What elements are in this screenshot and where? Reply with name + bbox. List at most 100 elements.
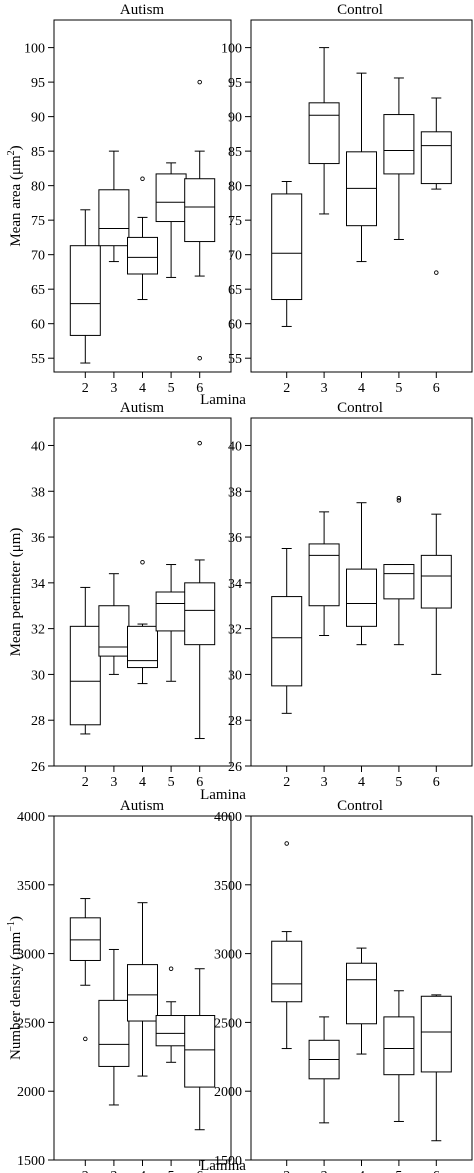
y-tick-label: 90 — [31, 111, 45, 126]
box-iqr — [271, 596, 303, 687]
x-tick-label: 2 — [82, 775, 89, 790]
x-tick-label: 2 — [283, 381, 290, 396]
box-4 — [127, 176, 158, 301]
box-iqr — [69, 917, 101, 961]
box-4 — [346, 72, 377, 263]
box-2 — [69, 586, 101, 735]
box-2 — [69, 898, 101, 1042]
y-tick-label: 2000 — [17, 1085, 45, 1100]
box-iqr — [184, 582, 216, 646]
box-iqr — [98, 189, 130, 247]
outlier-point — [396, 495, 402, 501]
outlier-point — [396, 498, 402, 503]
y-tick-label: 70 — [31, 249, 45, 264]
outlier-point — [140, 559, 145, 565]
y-tick-label: 75 — [228, 214, 242, 229]
box-2 — [69, 209, 101, 364]
y-tick-label: 80 — [31, 180, 45, 195]
y-tick-label: 38 — [228, 485, 242, 500]
box-5 — [383, 495, 415, 646]
x-tick-label: 6 — [196, 1169, 203, 1173]
panel-2-1: Control 1500 2000 2500 3000 3500 4000 2 3 4 5 6 — [214, 798, 473, 1173]
box-iqr — [271, 940, 303, 1003]
box-iqr — [127, 236, 158, 275]
box-5 — [155, 564, 187, 682]
box-6 — [184, 440, 216, 740]
x-tick-label: 5 — [168, 775, 175, 790]
x-tick-label: 4 — [358, 775, 365, 790]
y-axis-label-superscript: 2 — [6, 150, 17, 155]
x-axis-label: Lamina — [200, 392, 246, 408]
outlier-point — [197, 440, 202, 446]
box-iqr — [127, 625, 158, 669]
box-iqr — [308, 102, 340, 165]
x-axis-label: Lamina — [200, 787, 246, 803]
y-tick-label: 32 — [31, 623, 45, 638]
x-tick-label: 3 — [110, 381, 117, 396]
outlier-point — [83, 1036, 88, 1042]
box-5 — [383, 990, 415, 1122]
y-tick-label: 38 — [31, 485, 45, 500]
y-tick-label: 34 — [31, 577, 45, 592]
x-tick-label: 6 — [196, 775, 203, 790]
y-tick-label: 80 — [228, 180, 242, 195]
box-3 — [308, 47, 340, 215]
outlier-point — [434, 270, 439, 275]
y-tick-label: 30 — [228, 668, 242, 683]
y-tick-label: 30 — [31, 668, 45, 683]
x-tick-label: 4 — [139, 1169, 146, 1173]
y-tick-label: 60 — [31, 318, 45, 333]
box-iqr — [346, 568, 377, 627]
x-tick-label: 3 — [110, 775, 117, 790]
box-6 — [184, 79, 216, 361]
box-3 — [308, 1016, 340, 1124]
y-axis-label-main: Mean area (μm — [8, 155, 24, 247]
x-tick-label: 6 — [433, 381, 440, 396]
x-axis-label: Lamina — [200, 1158, 246, 1173]
x-tick-label: 5 — [168, 381, 175, 396]
box-iqr — [69, 625, 101, 726]
y-tick-label: 95 — [31, 76, 45, 91]
y-tick-label: 55 — [31, 352, 45, 367]
y-tick-label: 28 — [228, 714, 242, 729]
y-tick-label: 28 — [31, 714, 45, 729]
box-3 — [98, 150, 130, 263]
x-tick-label: 5 — [395, 381, 402, 396]
y-tick-label: 3000 — [17, 948, 45, 963]
y-tick-label: 70 — [228, 249, 242, 264]
box-6 — [184, 968, 216, 1131]
y-tick-label: 90 — [228, 111, 242, 126]
box-4 — [346, 502, 377, 646]
x-tick-label: 4 — [358, 381, 365, 396]
y-axis-label: Mean area (μm2) — [6, 145, 24, 246]
box-iqr — [420, 554, 452, 609]
y-tick-label: 40 — [31, 439, 45, 454]
y-tick-label: 36 — [228, 531, 242, 546]
y-tick-label: 40 — [228, 439, 242, 454]
box-iqr — [98, 999, 130, 1067]
panel-title: Autism — [120, 2, 165, 18]
y-tick-label: 100 — [24, 42, 45, 57]
y-tick-label: 4000 — [214, 810, 242, 825]
box-2 — [271, 181, 303, 327]
x-tick-label: 5 — [168, 1169, 175, 1173]
y-tick-label: 1500 — [214, 1154, 242, 1169]
y-tick-label: 60 — [228, 318, 242, 333]
outlier-point — [197, 355, 202, 361]
box-iqr — [383, 114, 415, 175]
y-tick-label: 4000 — [17, 810, 45, 825]
box-iqr — [155, 591, 187, 632]
panel-title: Control — [337, 400, 383, 416]
y-tick-label: 26 — [228, 760, 242, 775]
y-tick-label: 32 — [228, 623, 242, 638]
panel-0-1: Control 55 60 65 70 75 80 85 90 95 100 2 3 4 5 6 — [221, 2, 473, 396]
panel-title: Autism — [120, 798, 165, 814]
y-tick-label: 3500 — [17, 879, 45, 894]
box-2 — [271, 548, 303, 714]
box-5 — [155, 966, 187, 1063]
x-tick-label: 5 — [395, 775, 402, 790]
outlier-point — [284, 841, 289, 846]
